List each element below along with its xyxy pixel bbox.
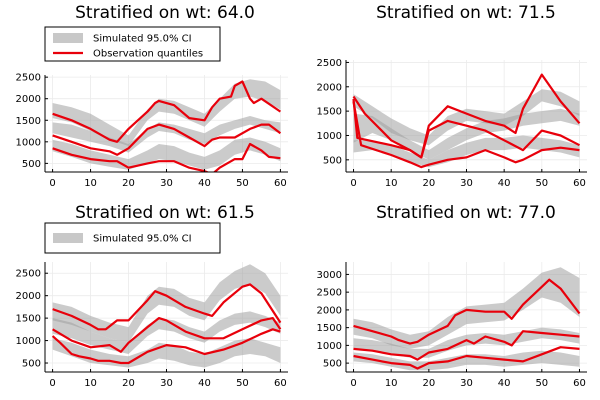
subplot-3: Stratified on wt: 61.5 0 10 20 30 40 50 60 500 10… xyxy=(16,203,288,389)
x-tick-label: 20 xyxy=(122,178,135,189)
x-tick-label: 10 xyxy=(84,178,97,189)
observation-quantile-line xyxy=(352,101,580,169)
x-tick-label: 60 xyxy=(274,378,287,389)
legend-label: Observation quantiles xyxy=(93,49,203,60)
x-tick-label: 30 xyxy=(460,178,473,189)
observation-quantile-line xyxy=(52,317,282,353)
x-tick-label: 60 xyxy=(573,178,586,189)
y-tick-label: 1500 xyxy=(317,107,342,118)
legend: Simulated 95.0% CI Observation quantiles xyxy=(44,26,221,62)
x-tick-label: 50 xyxy=(535,178,548,189)
observation-quantile-line xyxy=(353,346,580,370)
x-tick-label: 30 xyxy=(160,378,173,389)
x-tick-label: 20 xyxy=(422,178,435,189)
ci-band xyxy=(52,79,281,147)
observation-quantile-line xyxy=(52,123,282,156)
y-tick-label: 2000 xyxy=(16,94,41,105)
series-group xyxy=(353,278,581,370)
ci-band xyxy=(52,264,281,343)
legend: Simulated 95.0% CI xyxy=(44,222,221,254)
legend-label: Simulated 95.0% CI xyxy=(93,234,192,245)
x-tick-label: 40 xyxy=(498,378,511,389)
y-tick-label: 2000 xyxy=(16,291,41,302)
x-tick-label: 10 xyxy=(385,178,398,189)
ci-band xyxy=(353,267,580,349)
chart-title: Stratified on wt: 61.5 xyxy=(75,203,255,223)
y-tick-label: 2500 xyxy=(317,288,342,299)
band-group xyxy=(353,89,580,168)
y-tick-label: 500 xyxy=(323,359,342,370)
ci-band xyxy=(52,116,281,153)
series-group xyxy=(51,283,282,365)
x-tick-label: 30 xyxy=(460,378,473,389)
legend-box xyxy=(44,26,221,62)
y-tick-label: 1500 xyxy=(16,314,41,325)
chart-title: Stratified on wt: 64.0 xyxy=(75,3,255,23)
ci-band xyxy=(52,311,281,354)
x-tick-label: 50 xyxy=(236,378,249,389)
ci-band xyxy=(353,135,580,168)
chart-title: Stratified on wt: 77.0 xyxy=(376,203,556,223)
ci-band xyxy=(353,89,580,146)
x-tick-label: 60 xyxy=(573,378,586,389)
x-tick-label: 30 xyxy=(160,178,173,189)
chart-title: Stratified on wt: 71.5 xyxy=(376,3,556,23)
x-tick-label: 0 xyxy=(49,178,55,189)
observation-quantile-line xyxy=(52,283,282,331)
observation-quantile-line xyxy=(52,142,281,172)
x-tick-label: 60 xyxy=(274,178,287,189)
legend-band-swatch xyxy=(53,233,83,243)
observation-quantile-line xyxy=(353,330,580,361)
x-tick-label: 0 xyxy=(350,378,356,389)
y-tick-label: 1000 xyxy=(16,336,41,347)
legend-label: Simulated 95.0% CI xyxy=(93,34,192,45)
x-tick-label: 0 xyxy=(49,378,55,389)
subplot-1: Stratified on wt: 64.0 0 10 20 30 40 50 60 500 10… xyxy=(16,3,288,189)
y-tick-label: 1500 xyxy=(16,116,41,127)
y-tick-label: 2500 xyxy=(317,58,342,69)
series-group xyxy=(52,80,282,172)
observation-quantile-line xyxy=(51,328,281,365)
subplot-2: Stratified on wt: 71.5 0 10 20 30 40 50 60 500 10… xyxy=(317,3,587,189)
y-tick-label: 1000 xyxy=(317,341,342,352)
x-tick-label: 50 xyxy=(236,178,249,189)
x-tick-label: 40 xyxy=(198,178,211,189)
ci-band xyxy=(353,108,580,160)
y-tick-label: 500 xyxy=(323,155,342,166)
x-tick-label: 0 xyxy=(350,178,356,189)
y-tick-label: 1000 xyxy=(16,137,41,148)
y-tick-label: 500 xyxy=(22,159,41,170)
observation-quantile-line xyxy=(352,73,581,159)
x-tick-label: 10 xyxy=(84,378,97,389)
y-tick-label: 2500 xyxy=(16,73,41,84)
x-tick-label: 50 xyxy=(535,378,548,389)
x-tick-label: 40 xyxy=(498,178,511,189)
y-tick-label: 1500 xyxy=(317,323,342,334)
x-tick-label: 20 xyxy=(122,378,135,389)
x-tick-label: 40 xyxy=(198,378,211,389)
legend-band-swatch xyxy=(53,33,83,43)
ci-band xyxy=(353,327,580,358)
y-tick-label: 2500 xyxy=(16,269,41,280)
observation-quantile-line xyxy=(353,278,581,345)
observation-quantile-line xyxy=(352,98,581,159)
y-tick-label: 2000 xyxy=(317,82,342,93)
observation-quantile-line xyxy=(52,80,282,143)
y-tick-label: 1000 xyxy=(317,131,342,142)
x-tick-label: 20 xyxy=(422,378,435,389)
y-tick-label: 2000 xyxy=(317,305,342,316)
subplot-4: Stratified on wt: 77.0 0 10 20 30 40 50 60 500 10… xyxy=(317,203,587,389)
y-tick-label: 500 xyxy=(22,359,41,370)
series-group xyxy=(352,73,581,169)
x-tick-label: 10 xyxy=(385,378,398,389)
y-tick-label: 3000 xyxy=(317,270,342,281)
